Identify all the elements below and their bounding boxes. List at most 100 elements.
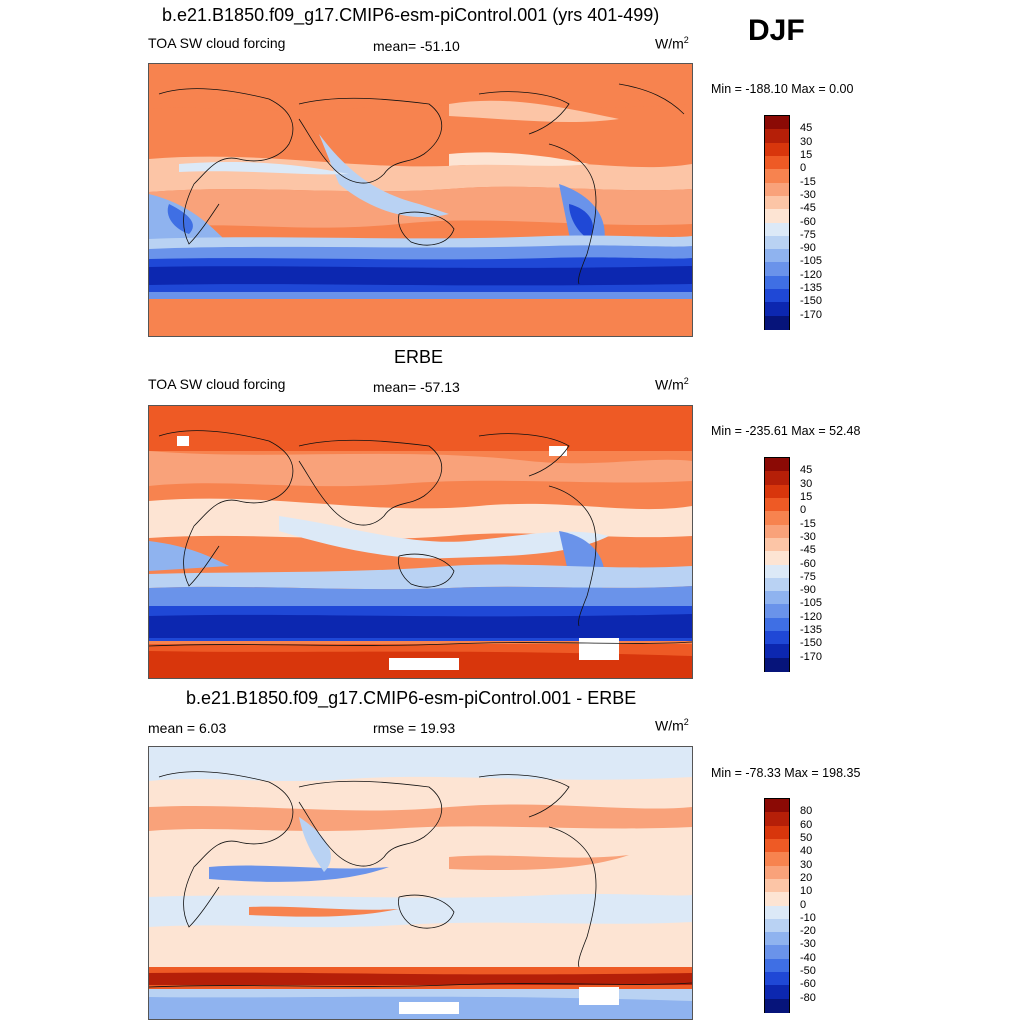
map-difference-field-icon xyxy=(149,747,692,1019)
colorbar-label: -170 xyxy=(800,650,823,663)
colorbar-box xyxy=(765,604,789,619)
colorbar-box xyxy=(765,985,789,1000)
colorbar-label: 60 xyxy=(800,818,813,831)
colorbar-label: -20 xyxy=(800,925,816,938)
colorbar-box xyxy=(765,484,789,499)
colorbar-label: -75 xyxy=(800,570,816,583)
colorbar-box xyxy=(765,142,789,157)
colorbar-box xyxy=(765,315,789,330)
colorbar-label: -105 xyxy=(800,597,823,610)
colorbar-label: 30 xyxy=(800,858,813,871)
colorbar-box xyxy=(765,249,789,263)
panel-2-title: ERBE xyxy=(394,347,444,367)
colorbar-label: -90 xyxy=(800,584,816,597)
panel-1-variable-label: TOA SW cloud forcing xyxy=(148,35,286,51)
panel-3-minmax: Min = -78.33 Max = 198.35 xyxy=(711,766,861,780)
panel-1-minmax: Min = -188.10 Max = 0.00 xyxy=(711,82,854,96)
colorbar-box xyxy=(765,657,789,672)
panel-3-mean-label: mean = 6.03 xyxy=(148,720,227,736)
colorbar-box xyxy=(765,511,789,526)
colorbar-label: -15 xyxy=(800,175,816,188)
colorbar-label: -105 xyxy=(800,255,823,268)
colorbar-label: -50 xyxy=(800,965,816,978)
colorbar-box xyxy=(765,209,789,223)
colorbar-box xyxy=(765,169,789,184)
panel-3-units: W/m2 xyxy=(655,717,689,734)
colorbar-box xyxy=(765,905,789,920)
colorbar-box xyxy=(765,195,789,210)
colorbar-box xyxy=(765,182,789,197)
colorbar-box xyxy=(765,631,789,645)
colorbar-label: -30 xyxy=(800,188,816,201)
colorbar-box xyxy=(765,852,789,867)
colorbar-box xyxy=(765,918,789,933)
panel-2-units: W/m2 xyxy=(655,376,689,393)
panel-1-mean-label: mean= -51.10 xyxy=(373,38,460,54)
colorbar-label: 30 xyxy=(800,135,813,148)
panel-1-colorbar xyxy=(764,115,790,330)
colorbar-label: -120 xyxy=(800,268,823,281)
panel-3-rmse-label: rmse = 19.93 xyxy=(373,720,456,736)
colorbar-label: 15 xyxy=(800,490,813,503)
colorbar-box xyxy=(765,878,789,893)
colorbar-box xyxy=(765,458,789,472)
colorbar-box xyxy=(765,932,789,946)
colorbar-box xyxy=(765,591,789,605)
panel-2-minmax: Min = -235.61 Max = 52.48 xyxy=(711,424,861,438)
colorbar-label: -60 xyxy=(800,557,816,570)
colorbar-label: -80 xyxy=(800,991,816,1004)
colorbar-box xyxy=(765,262,789,277)
colorbar-label: -60 xyxy=(800,978,816,991)
colorbar-box xyxy=(765,799,789,813)
colorbar-box xyxy=(765,812,789,827)
panel-2-colorbar xyxy=(764,457,790,672)
colorbar-label: 80 xyxy=(800,805,813,818)
panel-1-map xyxy=(148,63,693,337)
colorbar-label: -150 xyxy=(800,295,823,308)
colorbar-box xyxy=(765,524,789,539)
colorbar-box xyxy=(765,289,789,303)
colorbar-box xyxy=(765,617,789,632)
panel-2-variable-label: TOA SW cloud forcing xyxy=(148,376,286,392)
colorbar-label: -135 xyxy=(800,282,823,295)
colorbar-box xyxy=(765,972,789,986)
colorbar-box xyxy=(765,222,789,237)
colorbar-box xyxy=(765,892,789,906)
colorbar-label: 20 xyxy=(800,871,813,884)
map-model-field-icon xyxy=(149,64,692,336)
colorbar-label: -45 xyxy=(800,202,816,215)
colorbar-label: -90 xyxy=(800,242,816,255)
colorbar-box xyxy=(765,497,789,512)
colorbar-box xyxy=(765,471,789,486)
colorbar-label: 0 xyxy=(800,898,807,911)
colorbar-box xyxy=(765,945,789,960)
colorbar-label: -15 xyxy=(800,517,816,530)
colorbar-box xyxy=(765,865,789,880)
season-label: DJF xyxy=(748,14,805,47)
colorbar-label: 0 xyxy=(800,162,807,175)
colorbar-label: 40 xyxy=(800,845,813,858)
colorbar-box xyxy=(765,551,789,565)
panel-1-units: W/m2 xyxy=(655,35,689,52)
colorbar-label: -60 xyxy=(800,215,816,228)
colorbar-box xyxy=(765,302,789,317)
panel-3-map xyxy=(148,746,693,1020)
colorbar-label: 10 xyxy=(800,885,813,898)
colorbar-box xyxy=(765,958,789,973)
panel-2-mean-label: mean= -57.13 xyxy=(373,379,460,395)
colorbar-box xyxy=(765,825,789,840)
panel-3-colorbar xyxy=(764,798,790,1013)
colorbar-label: -170 xyxy=(800,308,823,321)
colorbar-box xyxy=(765,129,789,144)
colorbar-label: 45 xyxy=(800,122,813,135)
colorbar-label: -150 xyxy=(800,637,823,650)
panel-1-title: b.e21.B1850.f09_g17.CMIP6-esm-piControl.… xyxy=(162,5,660,25)
colorbar-label: 30 xyxy=(800,477,813,490)
colorbar-label: 45 xyxy=(800,464,813,477)
colorbar-box xyxy=(765,275,789,290)
colorbar-label: -10 xyxy=(800,911,816,924)
colorbar-label: -30 xyxy=(800,938,816,951)
colorbar-box xyxy=(765,644,789,659)
colorbar-label: -45 xyxy=(800,544,816,557)
colorbar-box xyxy=(765,577,789,592)
